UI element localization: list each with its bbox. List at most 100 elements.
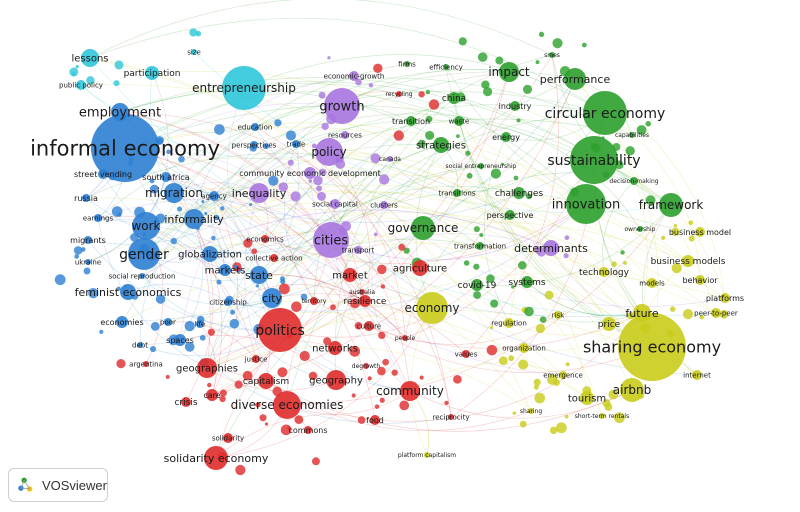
term-label-debt[interactable]: debt <box>132 341 148 349</box>
term-label-transformation[interactable]: transformation <box>454 242 506 250</box>
term-bubble-business-model[interactable] <box>695 227 705 237</box>
term-label-tourism[interactable]: tourism <box>568 394 606 405</box>
term-label-values[interactable]: values <box>455 350 478 358</box>
term-label-framework[interactable]: framework <box>639 198 704 212</box>
term-bubble-feminist-economics[interactable] <box>120 284 136 300</box>
term-label-efficiency[interactable]: efficiency <box>429 63 463 71</box>
term-label-perspectives[interactable]: perspectives <box>232 141 277 149</box>
term-label-governance[interactable]: governance <box>388 221 459 235</box>
term-label-industry[interactable]: industry <box>499 102 532 111</box>
term-label-education[interactable]: education <box>238 123 273 131</box>
term-bubble-systems[interactable] <box>521 276 533 288</box>
term-label-migration[interactable]: migration <box>145 186 203 200</box>
term-bubble-agriculture[interactable] <box>412 260 428 276</box>
term-label-resilience[interactable]: resilience <box>344 297 387 307</box>
term-label-recycling[interactable]: recycling <box>385 91 412 98</box>
term-label-market[interactable]: market <box>332 271 368 282</box>
term-bubble-recycling[interactable] <box>396 91 402 97</box>
term-bubble-diverse-economies[interactable] <box>273 391 301 419</box>
term-label-crisis[interactable]: crisis <box>174 398 197 408</box>
term-label-informal-economy[interactable]: informal economy <box>30 136 220 160</box>
term-label-social-reproduction[interactable]: social reproduction <box>109 272 176 280</box>
term-bubble-entrepreneurship[interactable] <box>222 66 266 110</box>
term-bubble-determinants[interactable] <box>543 240 559 256</box>
term-bubble-justice[interactable] <box>252 355 260 363</box>
term-label-models[interactable]: models <box>639 279 665 287</box>
term-label-clusters[interactable]: clusters <box>370 201 398 209</box>
term-bubble-social-reproduction[interactable] <box>139 273 145 279</box>
term-label-geographies[interactable]: geographies <box>176 364 238 375</box>
term-bubble-performance[interactable] <box>564 68 586 90</box>
term-label-degrowth[interactable]: degrowth <box>352 363 381 370</box>
term-bubble-transport[interactable] <box>354 246 362 254</box>
term-bubble-clusters[interactable] <box>380 201 388 209</box>
term-label-agriculture[interactable]: agriculture <box>393 264 447 275</box>
term-label-determinants[interactable]: determinants <box>514 242 588 255</box>
term-label-future[interactable]: future <box>625 307 658 320</box>
term-label-business-model[interactable]: business model <box>669 228 731 237</box>
term-label-australia[interactable]: australia <box>349 289 375 296</box>
term-bubble-business-models[interactable] <box>682 255 694 267</box>
term-bubble-resilience[interactable] <box>359 295 371 307</box>
term-label-impact[interactable]: impact <box>488 65 530 79</box>
term-bubble-citizenship[interactable] <box>224 298 232 306</box>
term-label-perspective[interactable]: perspective <box>487 211 534 220</box>
term-bubble-life[interactable] <box>196 320 204 328</box>
term-bubble-street-vending[interactable] <box>98 169 108 179</box>
term-bubble-culture[interactable] <box>364 321 374 331</box>
term-bubble-argentina[interactable] <box>143 361 149 367</box>
term-bubble-china[interactable] <box>448 92 460 104</box>
term-label-transport[interactable]: transport <box>342 246 375 254</box>
term-label-challenges[interactable]: challenges <box>495 189 544 199</box>
term-bubble-employment[interactable] <box>111 103 129 121</box>
term-bubble-price[interactable] <box>602 317 616 331</box>
term-label-people[interactable]: people <box>395 335 416 342</box>
term-bubble-sharing[interactable] <box>528 408 534 414</box>
term-bubble-economics[interactable] <box>261 235 269 243</box>
term-label-policy[interactable]: policy <box>311 145 346 159</box>
term-bubble-collective-action[interactable] <box>270 254 278 262</box>
term-bubble-markets[interactable] <box>219 264 231 276</box>
term-label-cities[interactable]: cities <box>314 234 348 249</box>
term-label-food[interactable]: food <box>366 416 384 425</box>
term-label-collective-action[interactable]: collective action <box>245 254 302 262</box>
term-label-capitalism[interactable]: capitalism <box>243 377 289 387</box>
term-bubble-framework[interactable] <box>659 193 683 217</box>
term-label-capabilities[interactable]: capabilities <box>615 132 649 139</box>
term-bubble-covid-19[interactable] <box>471 279 483 291</box>
term-label-participation[interactable]: participation <box>124 69 181 79</box>
term-label-firms[interactable]: firms <box>398 60 416 68</box>
term-label-trade[interactable]: trade <box>287 140 306 148</box>
vosviewer-badge[interactable]: VOSviewer <box>8 468 108 502</box>
term-label-territory[interactable]: territory <box>302 298 327 305</box>
term-bubble-solidarity[interactable] <box>223 433 233 443</box>
term-bubble-care[interactable] <box>206 389 218 401</box>
term-bubble-informal-economy[interactable] <box>91 114 159 182</box>
term-bubble-sharing-economy[interactable] <box>618 313 686 381</box>
term-label-politics[interactable]: politics <box>255 323 305 339</box>
term-label-public-policy[interactable]: public policy <box>59 81 103 89</box>
term-label-community[interactable]: community <box>376 384 444 398</box>
term-bubble-airbnb[interactable] <box>620 378 644 402</box>
term-bubble-australia[interactable] <box>359 289 365 295</box>
term-bubble-degrowth[interactable] <box>363 363 369 369</box>
term-label-ukraine[interactable]: ukraine <box>75 258 101 266</box>
term-bubble-behavior[interactable] <box>695 275 705 285</box>
term-bubble-migrants[interactable] <box>84 236 92 244</box>
term-label-community-economic-development[interactable]: community economic development <box>239 169 381 178</box>
term-bubble-city[interactable] <box>262 288 282 308</box>
term-label-economies[interactable]: economies <box>100 318 143 327</box>
term-bubble-inequality[interactable] <box>249 183 269 203</box>
term-label-globalization[interactable]: globalization <box>178 250 242 261</box>
term-label-economy[interactable]: economy <box>404 301 459 315</box>
term-bubble-perspective[interactable] <box>505 210 515 220</box>
term-label-gender[interactable]: gender <box>119 247 169 263</box>
term-label-economic-growth[interactable]: economic-growth <box>324 72 385 80</box>
term-label-business-models[interactable]: business models <box>651 257 726 267</box>
term-label-transitions[interactable]: transitions <box>439 189 476 197</box>
term-bubble-values[interactable] <box>462 350 470 358</box>
term-label-networks[interactable]: networks <box>312 344 358 355</box>
term-bubble-solidarity-economy[interactable] <box>204 446 228 470</box>
term-bubble-circular-economy[interactable] <box>583 91 627 135</box>
term-bubble-poor[interactable] <box>164 318 172 326</box>
